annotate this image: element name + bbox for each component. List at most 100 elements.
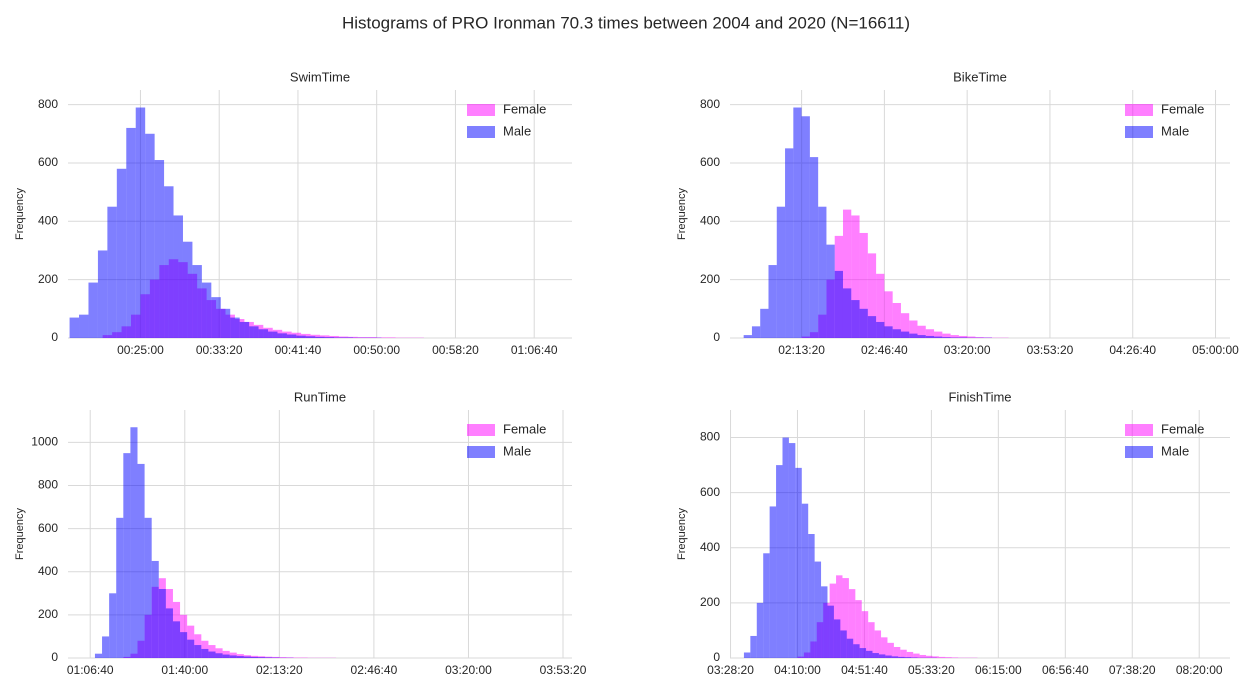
histogram-bar: [942, 333, 951, 338]
y-tick-label: 800: [700, 430, 720, 444]
histogram-bar: [826, 244, 835, 338]
legend-swatch: [467, 104, 495, 116]
histogram-bar: [135, 107, 146, 338]
histogram-bar: [750, 635, 757, 658]
y-tick-label: 1000: [31, 435, 58, 449]
histogram-bar: [158, 588, 166, 658]
x-tick-label: 04:51:40: [841, 663, 888, 677]
histogram-bar: [808, 534, 815, 658]
histogram-bar: [851, 215, 860, 338]
histogram-bar: [859, 648, 867, 658]
histogram-bar: [958, 335, 968, 338]
histogram-bar: [201, 282, 212, 338]
histogram-bar: [934, 331, 943, 338]
histogram-bar: [211, 297, 221, 338]
histogram-bar: [893, 646, 901, 658]
histogram-bar: [842, 209, 852, 338]
x-tick-label: 00:50:00: [353, 343, 400, 357]
y-tick-label: 0: [713, 330, 720, 344]
x-tick-label: 02:13:20: [256, 663, 303, 677]
histogram-bar: [305, 336, 316, 338]
histogram-bar: [69, 317, 80, 338]
y-tick-label: 0: [51, 330, 58, 344]
histogram-bar: [892, 329, 901, 338]
x-tick-label: 00:25:00: [117, 343, 164, 357]
x-tick-label: 00:41:40: [275, 343, 322, 357]
axes-title: BikeTime: [953, 69, 1007, 84]
histogram-bar: [950, 337, 959, 338]
histogram-bar: [239, 321, 250, 338]
histogram-bar: [286, 334, 297, 338]
legend-label: Male: [1161, 443, 1189, 458]
histogram-bar: [785, 148, 794, 338]
histogram-bar: [208, 645, 216, 658]
histogram-bar: [867, 253, 877, 338]
histogram-bar: [201, 648, 209, 658]
legend-swatch: [467, 126, 495, 138]
histogram-bar: [236, 656, 244, 658]
histogram-bar: [934, 336, 943, 338]
histogram-bar: [801, 116, 810, 339]
histogram-bar: [848, 589, 856, 658]
y-tick-label: 600: [700, 485, 720, 499]
histogram-bar: [911, 657, 918, 658]
histogram-bar: [320, 335, 330, 338]
histogram-bar: [906, 651, 914, 658]
histogram-bar: [79, 314, 89, 338]
y-tick-label: 400: [38, 213, 58, 227]
histogram-bar: [107, 206, 117, 338]
axes-title: RunTime: [294, 389, 346, 404]
histogram-bar: [343, 337, 354, 338]
histogram-bar: [887, 642, 894, 658]
histogram-bar: [868, 622, 875, 658]
histogram-bar: [926, 655, 933, 658]
histogram-bar: [144, 517, 152, 658]
histogram-bar: [763, 553, 770, 658]
x-tick-label: 01:06:40: [511, 343, 558, 357]
histogram-bar: [859, 308, 868, 338]
y-axis-label: Frequency: [676, 188, 688, 240]
histogram-bar: [782, 437, 789, 658]
y-tick-label: 200: [700, 272, 720, 286]
figure-title: Histograms of PRO Ironman 70.3 times bet…: [342, 13, 910, 32]
histogram-bar: [277, 333, 287, 338]
histogram-bar: [164, 186, 174, 338]
histogram-bar: [836, 575, 843, 658]
histogram-bar: [296, 335, 306, 338]
y-tick-label: 400: [700, 213, 720, 227]
histogram-bar: [329, 335, 339, 338]
histogram-bar: [324, 337, 335, 338]
histogram-bar: [853, 644, 860, 658]
histogram-bar: [840, 630, 847, 658]
x-tick-label: 01:06:40: [67, 663, 114, 677]
histogram-bar: [338, 336, 349, 338]
histogram-bar: [876, 321, 885, 338]
histogram-bar: [756, 602, 764, 658]
histogram-bar: [126, 127, 136, 338]
histogram-bar: [851, 300, 860, 338]
histogram-bar: [859, 232, 868, 338]
histogram-bar: [821, 586, 828, 658]
legend-label: Male: [503, 443, 531, 458]
histogram-bar: [900, 649, 907, 658]
histogram-bar: [872, 653, 879, 658]
histogram-bar: [904, 657, 912, 658]
histogram-bar: [173, 215, 183, 338]
x-tick-label: 06:15:00: [975, 663, 1022, 677]
legend-label: Female: [503, 101, 546, 116]
histogram-bar: [833, 619, 841, 658]
histogram-bar: [861, 611, 869, 658]
histogram-bar: [769, 506, 777, 658]
histogram-bar: [315, 336, 325, 338]
histogram-bar: [367, 337, 377, 338]
legend-label: Female: [1161, 421, 1204, 436]
histogram-bar: [942, 337, 951, 338]
histogram-bar: [795, 467, 802, 658]
histogram-bar: [243, 656, 251, 658]
histogram-bar: [182, 241, 193, 338]
histogram-bar: [878, 654, 886, 658]
histogram-bar: [760, 308, 769, 338]
histogram-bar: [208, 651, 216, 658]
histogram-bar: [945, 657, 952, 658]
